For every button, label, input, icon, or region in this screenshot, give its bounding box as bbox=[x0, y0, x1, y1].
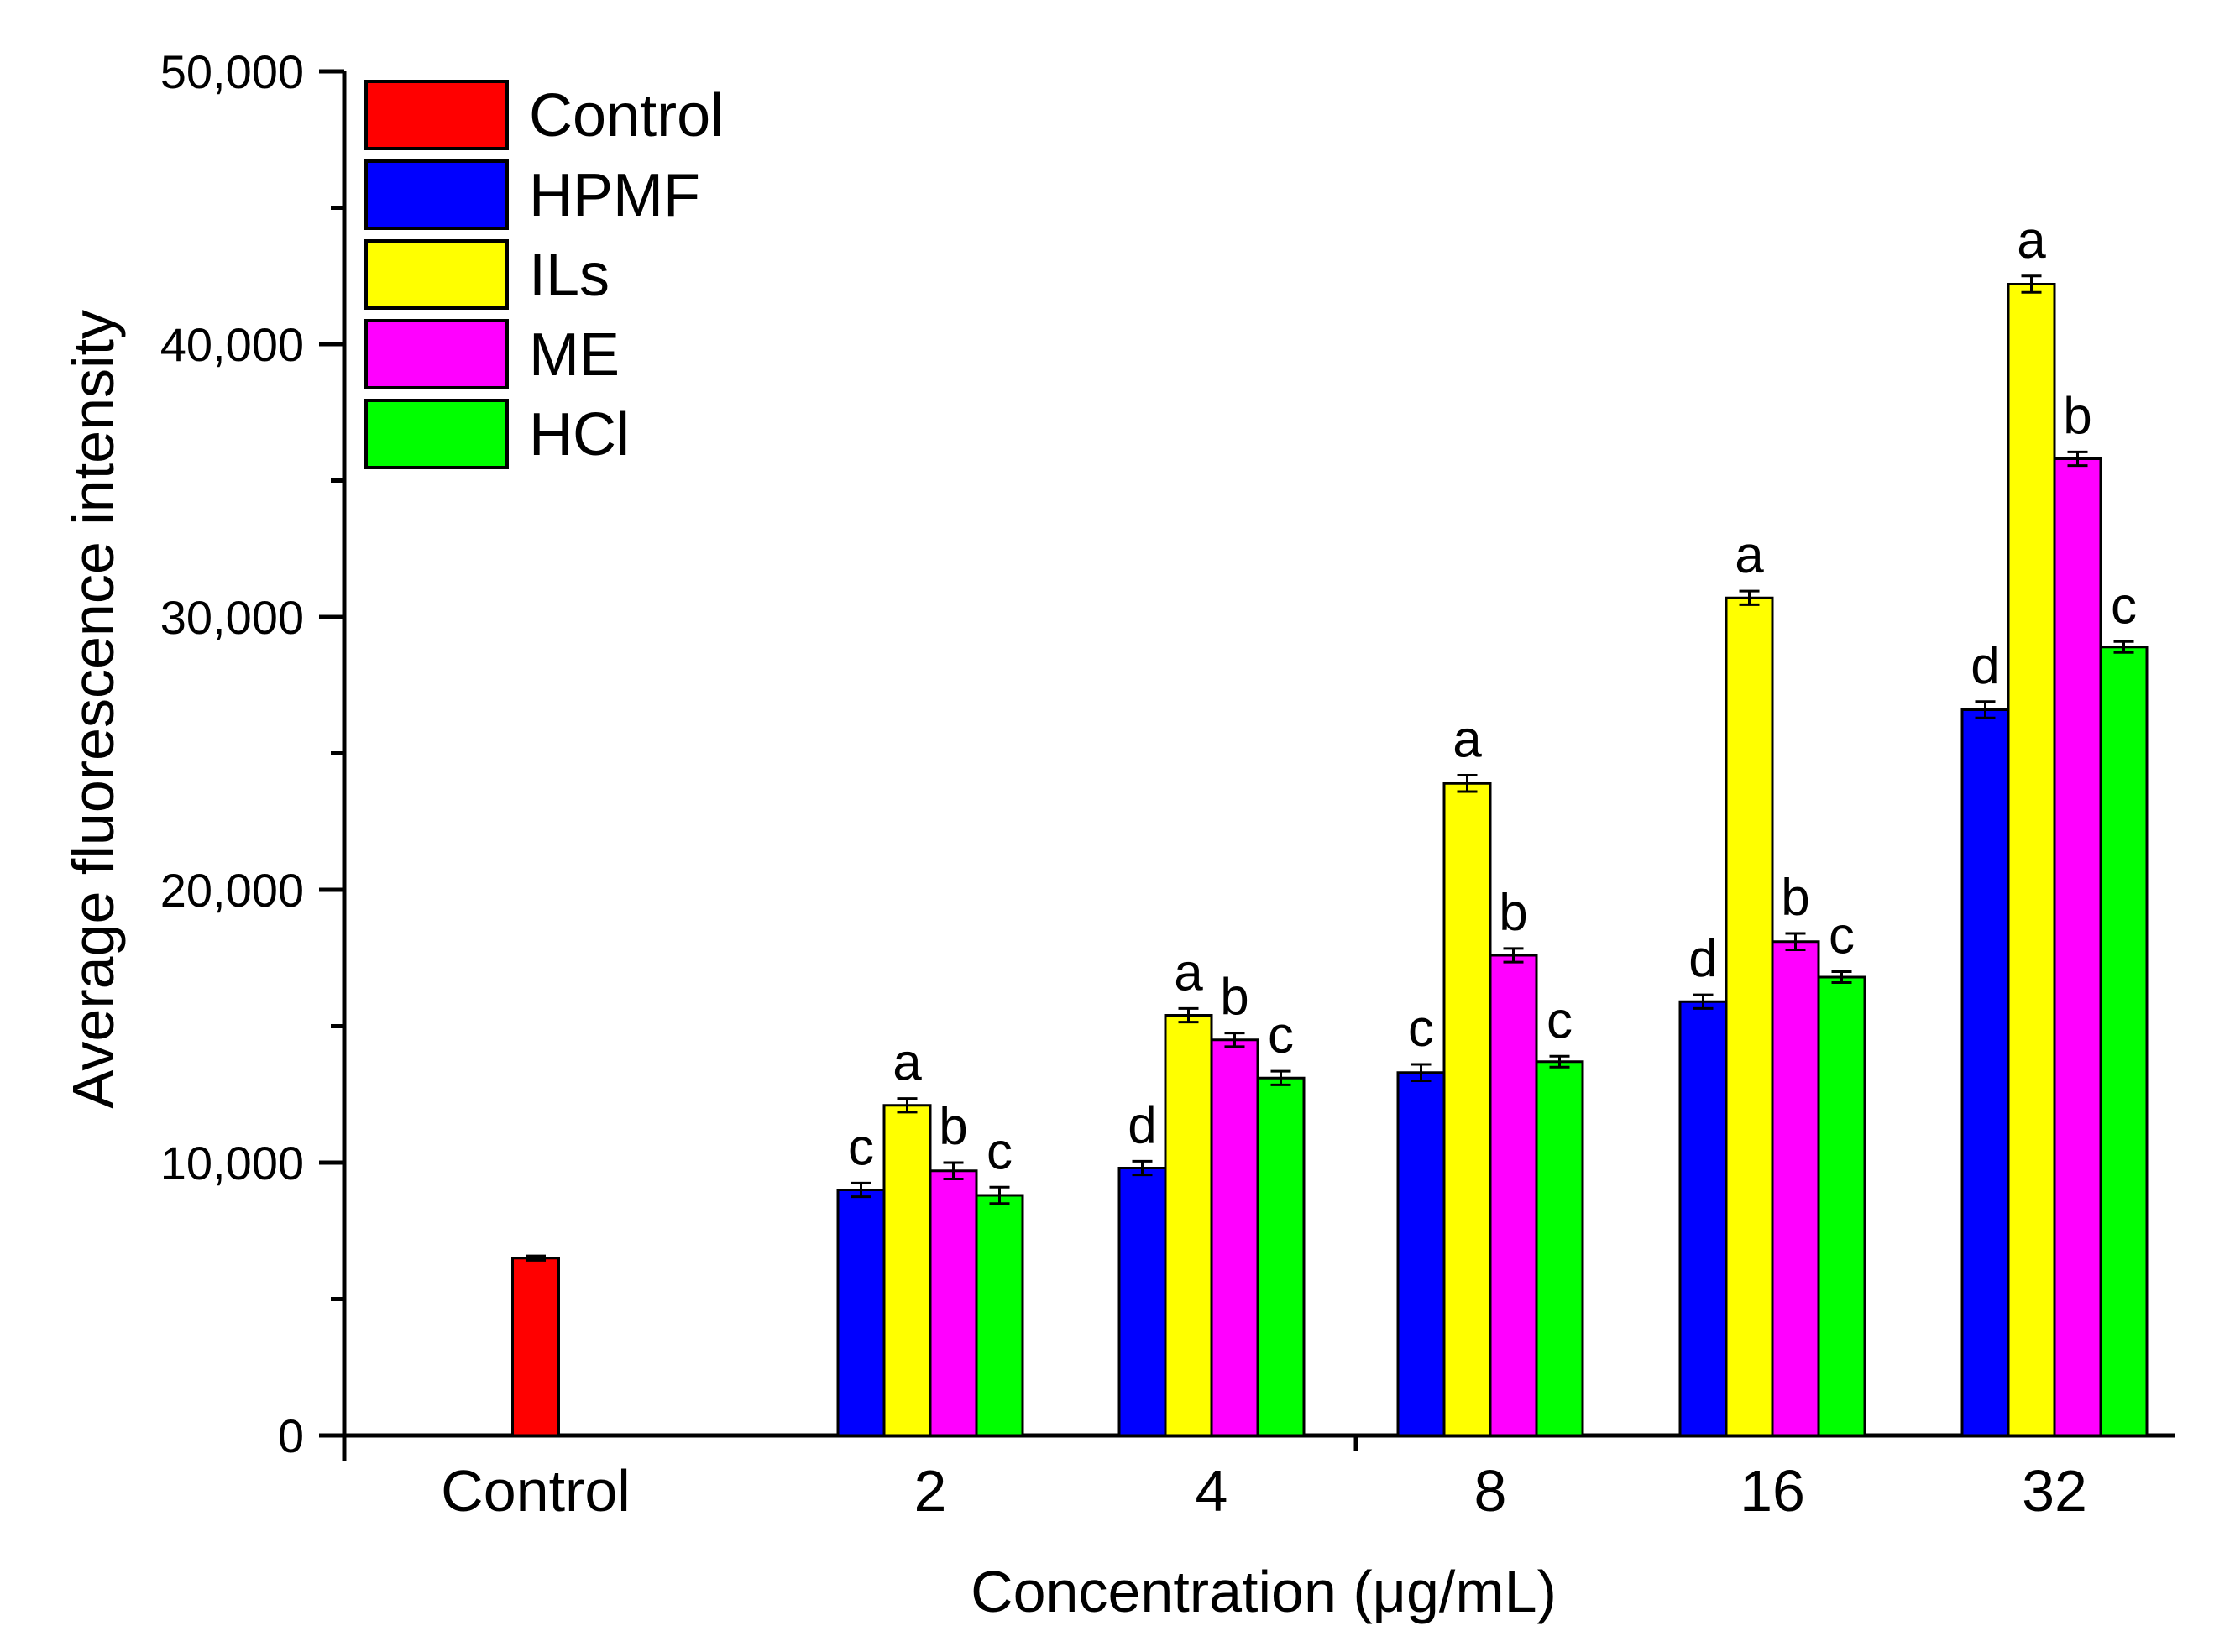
y-tick-label: 50,000 bbox=[160, 45, 304, 98]
significance-label: c bbox=[848, 1118, 874, 1176]
bar bbox=[1817, 975, 1866, 1437]
legend-swatch bbox=[364, 159, 509, 230]
y-tick-label: 10,000 bbox=[160, 1137, 304, 1189]
significance-label: a bbox=[1452, 711, 1482, 769]
bar bbox=[975, 1194, 1024, 1437]
bar bbox=[511, 1257, 560, 1437]
x-tick-label: 32 bbox=[2022, 1458, 2087, 1524]
significance-label: a bbox=[1174, 944, 1203, 1001]
significance-label: c bbox=[2111, 577, 2137, 635]
legend-swatch bbox=[364, 239, 509, 310]
x-tick-label: 16 bbox=[1740, 1458, 1805, 1524]
bar bbox=[2007, 283, 2056, 1437]
legend-swatch bbox=[364, 399, 509, 469]
significance-label: c bbox=[1829, 907, 1855, 965]
significance-label: c bbox=[1547, 991, 1573, 1049]
significance-label: c bbox=[1268, 1006, 1294, 1064]
legend-swatch bbox=[364, 80, 509, 150]
y-axis-title: Average fluorescence intensity bbox=[60, 310, 126, 1109]
legend-label: ME bbox=[529, 322, 620, 389]
significance-label: a bbox=[892, 1034, 922, 1092]
bar bbox=[882, 1104, 932, 1437]
y-tick-label: 0 bbox=[278, 1409, 304, 1462]
axes: 0 10,000 20,000 30,000 40,000 50,000 Control 2 4… bbox=[160, 45, 2175, 1524]
bar bbox=[1678, 1000, 1728, 1437]
y-tick-label: 20,000 bbox=[160, 864, 304, 917]
significance-label: b bbox=[1220, 969, 1248, 1027]
legend-label: HPMF bbox=[529, 162, 700, 229]
x-tick-label: 4 bbox=[1196, 1458, 1228, 1524]
bar bbox=[929, 1169, 978, 1437]
bar bbox=[2053, 457, 2102, 1437]
bar bbox=[1118, 1167, 1167, 1437]
legend-label: ILs bbox=[529, 242, 610, 309]
legend-label: Control bbox=[529, 82, 724, 149]
significance-label: b bbox=[2063, 387, 2091, 445]
bar bbox=[1396, 1071, 1446, 1437]
significance-label: c bbox=[1408, 1000, 1434, 1058]
bar bbox=[836, 1189, 886, 1437]
significance-label: a bbox=[1735, 526, 1764, 584]
legend-swatch bbox=[364, 319, 509, 389]
significance-label: a bbox=[2017, 212, 2046, 269]
bar bbox=[1442, 782, 1492, 1437]
significance-label: d bbox=[1128, 1096, 1156, 1154]
x-tick-label: Control bbox=[441, 1458, 631, 1524]
legend: Control HPMF ILs ME HCl bbox=[364, 80, 724, 469]
bar bbox=[1210, 1038, 1259, 1437]
x-tick-label: 8 bbox=[1474, 1458, 1507, 1524]
bar bbox=[1256, 1076, 1306, 1437]
y-tick-label: 40,000 bbox=[160, 318, 304, 371]
significance-label: c bbox=[987, 1122, 1013, 1180]
bar bbox=[1725, 596, 1774, 1437]
y-tick-label: 30,000 bbox=[160, 591, 304, 644]
legend-label: HCl bbox=[529, 401, 630, 468]
bar bbox=[1535, 1060, 1584, 1437]
significance-label: d bbox=[1971, 637, 1999, 695]
significance-label: b bbox=[939, 1098, 967, 1156]
bar bbox=[1960, 708, 2010, 1437]
significance-label: b bbox=[1499, 884, 1527, 942]
bar bbox=[1489, 954, 1538, 1437]
bar bbox=[1771, 940, 1820, 1437]
bar bbox=[1164, 1014, 1213, 1437]
x-axis-title: Concentration (μg/mL) bbox=[971, 1559, 1557, 1624]
significance-label: d bbox=[1688, 930, 1717, 988]
x-tick-label: 2 bbox=[914, 1458, 947, 1524]
significance-label: b bbox=[1781, 869, 1809, 927]
bar bbox=[2099, 646, 2149, 1437]
